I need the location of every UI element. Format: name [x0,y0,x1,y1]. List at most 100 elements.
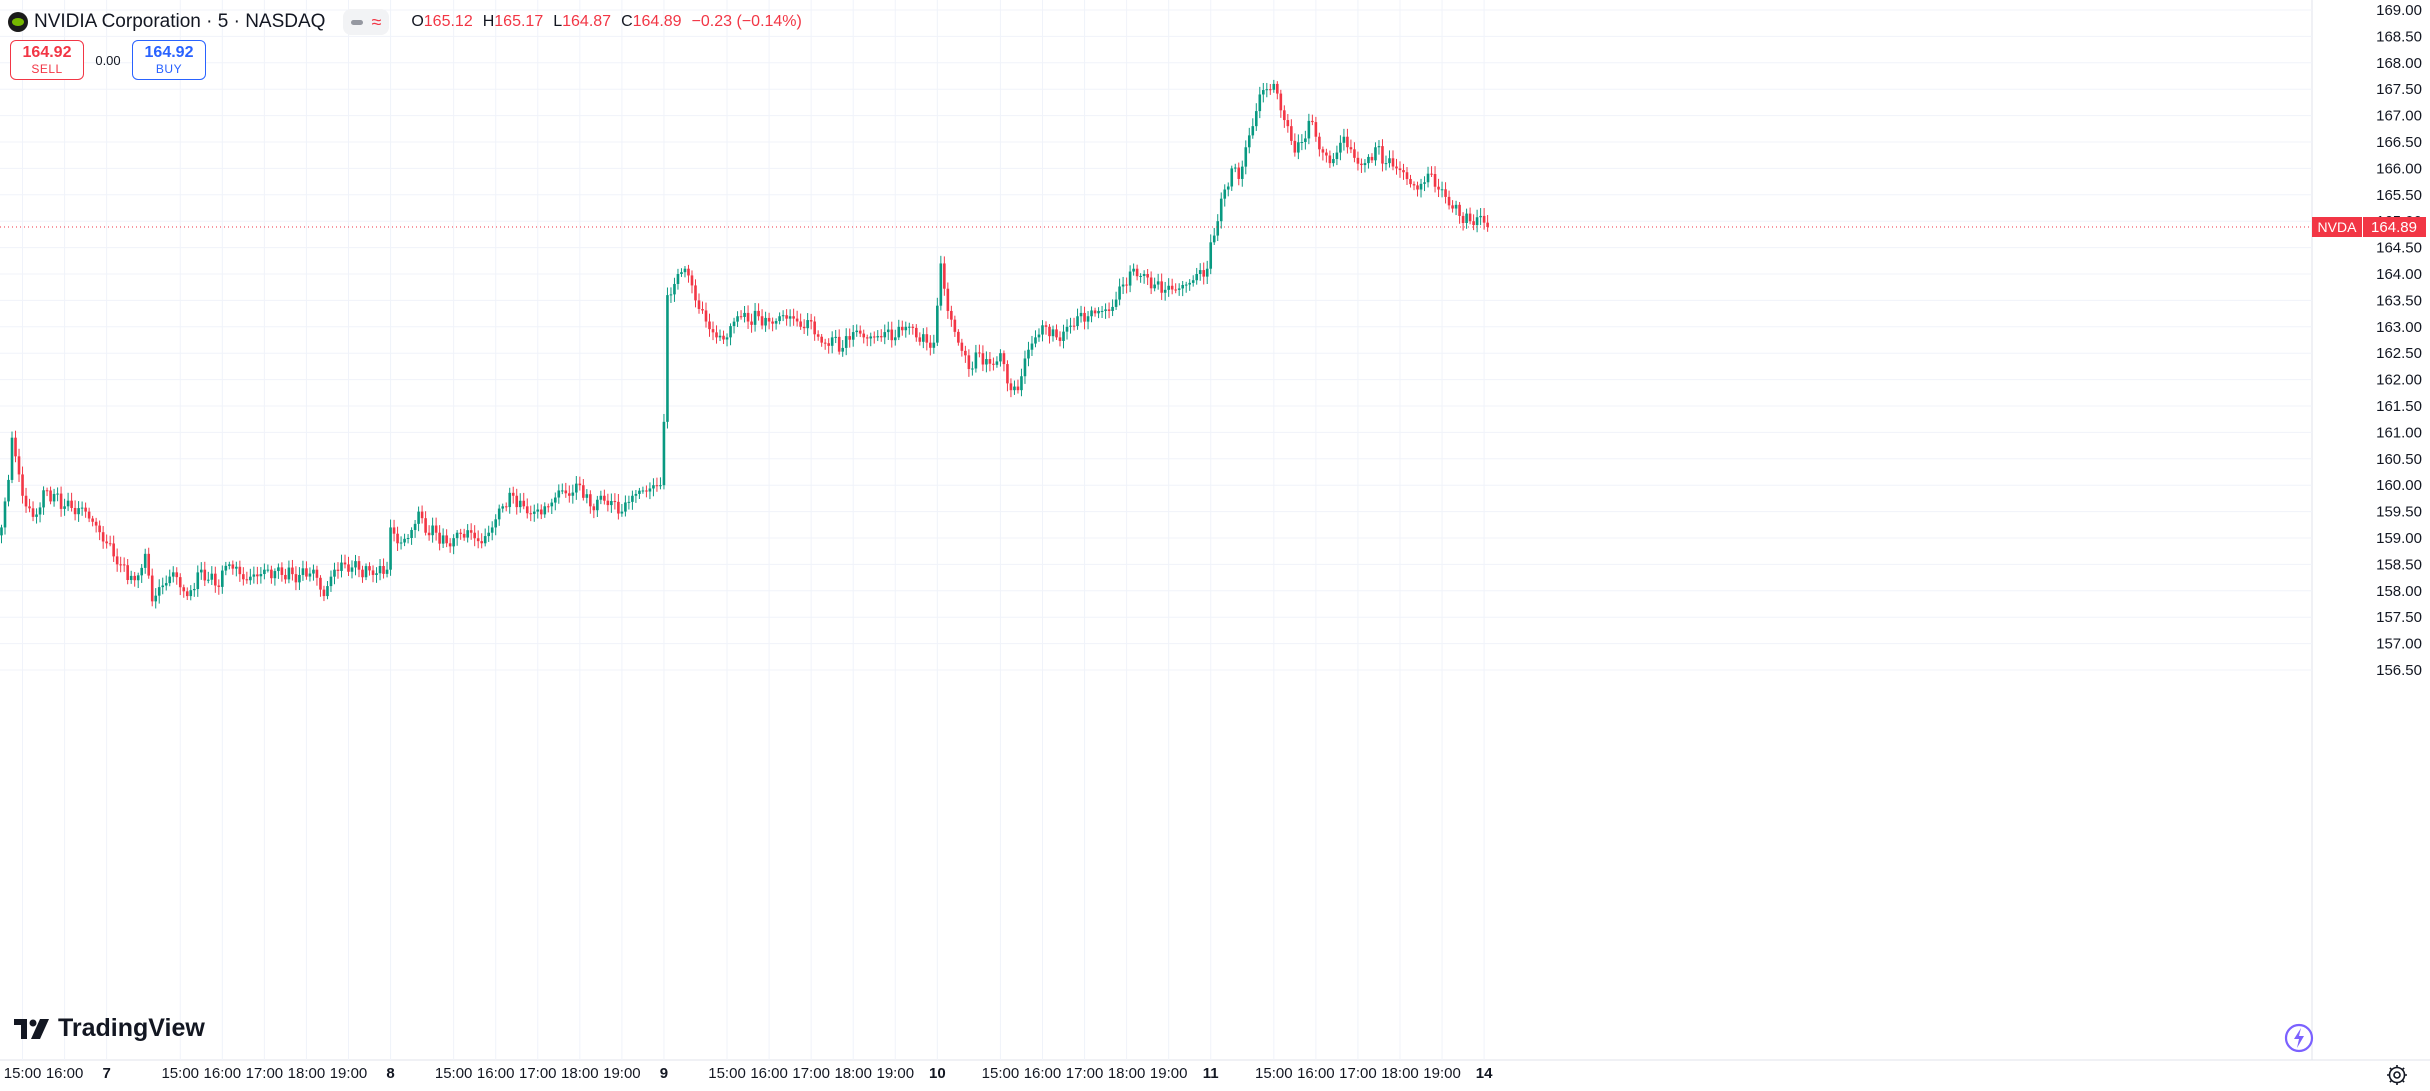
candle [844,328,848,356]
candle-body [715,332,718,338]
buy-button[interactable]: 164.92 BUY [132,40,206,80]
candle [1069,317,1072,334]
price-tick-label: 162.50 [2376,345,2422,362]
candle [350,560,354,579]
candle [1111,299,1114,317]
candle [687,264,690,283]
candle-body [228,564,231,566]
candle-body [1328,155,1332,164]
nvidia-logo-icon[interactable] [8,12,28,32]
candle [774,318,778,330]
symbol-title[interactable]: NVIDIA Corporation · 5 · NASDAQ [34,11,326,32]
candle [1451,200,1454,213]
candle-body [943,263,946,289]
candle [1272,79,1276,93]
candle [907,322,911,335]
candle [249,568,252,585]
candle-body [522,500,526,507]
candle-body [1314,122,1318,137]
candle [252,566,256,584]
candle-body [21,474,24,496]
candle [1118,278,1121,306]
tradingview-logo[interactable]: TradingView [14,1014,205,1043]
candle-body [666,295,669,422]
indicators-icon[interactable]: ≈ [371,12,382,32]
candle [806,313,809,336]
candle [1472,214,1475,231]
candle [543,502,547,518]
candle-body [1293,140,1297,153]
candle-body [1307,120,1311,139]
candle [610,493,613,513]
candle-body [14,437,17,457]
candle [1170,278,1174,295]
candle [1006,360,1009,392]
candle [617,493,620,520]
candle-body [606,500,610,506]
candle-body [599,495,603,500]
price-tick-label: 167.50 [2376,81,2422,98]
candle-body [529,513,533,515]
candle-body [140,567,143,576]
candle [434,517,438,541]
candle-body [45,490,49,492]
candle [259,567,263,584]
time-tick-label: 19:00 [603,1065,641,1082]
candle-body [452,538,455,547]
candle [66,492,70,511]
candle-body [1335,152,1339,160]
candle-body [1170,285,1174,290]
candle-body [1475,217,1479,226]
candle [792,308,795,326]
candle [1230,165,1234,191]
price-tick-label: 169.00 [2376,2,2422,19]
candle-body [809,320,813,322]
candle-body [480,541,483,544]
candle [235,561,238,577]
candle [1149,271,1153,295]
candle-body [1114,299,1118,307]
candle [242,567,245,586]
candle [704,302,708,328]
candle [816,330,820,341]
candle [38,502,42,523]
candle-body [718,335,722,338]
price-tick-label: 164.00 [2376,266,2422,283]
candle-body [154,595,158,602]
time-tick-label: 16:00 [477,1065,515,1082]
sell-button[interactable]: 164.92 SELL [10,40,84,80]
candle [28,498,31,513]
candle [1132,263,1135,276]
candle-body [950,310,953,320]
candle [438,525,441,551]
candle [1311,114,1314,126]
candle [1426,166,1430,188]
lightning-icon[interactable] [2283,1022,2315,1054]
ohlc-close: C164.89 [621,13,682,30]
candle [1223,184,1227,207]
price-tick-label: 156.50 [2376,662,2422,679]
candle [1346,128,1349,154]
candle [1195,267,1199,285]
candle [1079,305,1083,323]
candle [715,325,718,344]
candle [1163,281,1167,301]
candle [1153,277,1156,292]
candle-body [1258,94,1262,112]
legend-controls[interactable]: ≈ [343,9,390,35]
candle-body [406,538,410,539]
candle-body [133,575,136,581]
candle-body [1125,284,1128,286]
candle-body [1212,235,1216,243]
visibility-icon[interactable] [351,19,364,25]
settings-icon[interactable] [2386,1064,2408,1086]
candle-body [659,485,662,487]
candle-body [582,485,585,498]
candle [1398,161,1402,178]
candle [641,486,645,494]
candle-body [525,506,529,514]
price-tick-label: 163.00 [2376,319,2422,336]
candle [73,500,77,521]
candle-body [17,456,21,475]
